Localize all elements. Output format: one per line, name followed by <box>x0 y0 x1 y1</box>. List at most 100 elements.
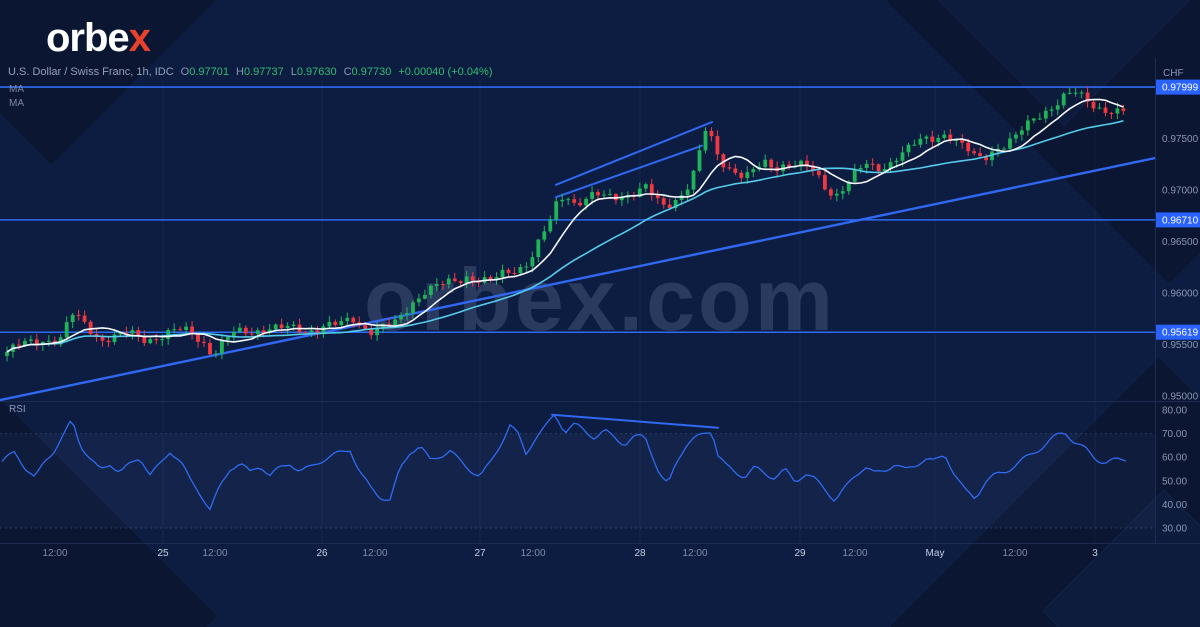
time-tick-label[interactable]: 12:00 <box>202 548 227 559</box>
candle <box>709 127 714 142</box>
candle <box>488 275 493 283</box>
candle <box>1061 92 1066 109</box>
candle <box>142 330 147 347</box>
time-tick-label[interactable]: 27 <box>474 548 486 559</box>
symbol-legend[interactable]: U.S. Dollar / Swiss Franc, 1h, IDC O0.977… <box>8 66 493 78</box>
candle-body <box>500 269 505 278</box>
candle <box>1055 99 1060 116</box>
candle-body <box>882 169 887 172</box>
time-tick-label[interactable]: 12:00 <box>362 548 387 559</box>
candle-body <box>1121 108 1126 111</box>
candle-body <box>691 170 696 190</box>
price-level-badge[interactable] <box>1156 212 1200 228</box>
price-tick-label[interactable]: 0.97500 <box>1162 134 1199 145</box>
candle <box>960 133 965 149</box>
support-trendline[interactable] <box>0 156 1157 402</box>
candle-body <box>990 151 994 161</box>
candle <box>882 163 887 172</box>
candle <box>208 339 212 356</box>
candle-body <box>823 175 827 190</box>
channel-lower-line[interactable] <box>555 144 703 199</box>
price-tick-label[interactable]: 0.97000 <box>1162 186 1199 197</box>
candle-body <box>745 172 750 178</box>
candle-body <box>566 199 571 201</box>
time-tick-label[interactable]: 12:00 <box>520 548 545 559</box>
time-tick-label[interactable]: May <box>926 548 945 559</box>
candle <box>930 130 935 148</box>
rsi-line <box>1 414 1127 511</box>
candle <box>1043 106 1048 123</box>
price-tick-label[interactable]: 0.96500 <box>1162 237 1199 248</box>
channel-upper-line[interactable] <box>555 121 713 186</box>
candle <box>440 280 445 290</box>
time-axis[interactable]: 12:00 25 12:00 26 12:00 27 12:00 28 12:00 29 12:00… <box>42 548 1098 559</box>
candle-body <box>703 130 708 151</box>
ma-legend-2[interactable]: MA <box>9 98 24 109</box>
time-tick-label[interactable]: 12:00 <box>42 548 67 559</box>
price-axis[interactable]: 0.97500 0.97000 0.96500 0.96000 0.95500 0.950… <box>1156 79 1200 403</box>
candle-body <box>715 136 720 155</box>
price-tick-label[interactable]: 0.95000 <box>1162 392 1199 403</box>
candle-body <box>440 284 445 286</box>
candle-body <box>829 189 833 196</box>
candle <box>530 251 535 273</box>
time-tick-label[interactable]: 12:00 <box>682 548 707 559</box>
candle <box>1026 115 1030 136</box>
rsi-tick-label[interactable]: 70.00 <box>1162 429 1187 440</box>
candle-body <box>876 164 881 172</box>
candle-body <box>172 329 177 331</box>
candle <box>948 129 953 144</box>
candle <box>1097 103 1102 110</box>
rsi-tick-label[interactable]: 50.00 <box>1162 476 1187 487</box>
candle-body <box>918 138 923 145</box>
rsi-tick-label[interactable]: 80.00 <box>1162 406 1187 417</box>
time-tick-label[interactable]: 3 <box>1092 548 1098 559</box>
candle <box>1103 102 1108 117</box>
rsi-trendline[interactable] <box>551 413 719 429</box>
candle-body <box>930 136 935 142</box>
rsi-axis[interactable]: 80.00 70.00 60.00 50.00 40.00 30.00 <box>1162 406 1187 535</box>
candle-body <box>237 327 242 332</box>
price-tick-label[interactable]: 0.95500 <box>1162 340 1199 351</box>
price-level-badge[interactable] <box>1156 79 1200 95</box>
candle-body <box>303 332 308 334</box>
time-tick-label[interactable]: 29 <box>794 548 806 559</box>
time-tick-label[interactable]: 12:00 <box>1002 548 1027 559</box>
candle-body <box>327 321 332 327</box>
candle-body <box>721 154 726 168</box>
candle <box>255 327 260 340</box>
candle-body <box>393 319 397 326</box>
candle <box>823 169 827 191</box>
candle <box>787 160 791 170</box>
candle <box>237 323 242 334</box>
candle <box>918 133 923 148</box>
candle-body <box>130 330 135 334</box>
candle-body <box>840 191 845 194</box>
candle-body <box>542 231 547 240</box>
candle <box>572 194 577 206</box>
price-level-badge[interactable] <box>1156 324 1200 340</box>
rsi-tick-label[interactable]: 30.00 <box>1162 524 1187 535</box>
time-tick-label[interactable]: 26 <box>316 548 328 559</box>
candle <box>811 160 815 177</box>
time-tick-label[interactable]: 25 <box>157 548 169 559</box>
candle-body <box>512 272 517 274</box>
rsi-tick-label[interactable]: 60.00 <box>1162 453 1187 464</box>
ohlc-close-key: C <box>343 66 352 78</box>
candle <box>620 192 624 206</box>
candle-body <box>697 150 702 171</box>
candle-body <box>136 330 141 337</box>
candle-body <box>1055 105 1060 110</box>
time-tick-label[interactable]: 28 <box>634 548 646 559</box>
price-tick-label[interactable]: 0.96000 <box>1162 289 1199 300</box>
candle <box>417 293 421 307</box>
candle-body <box>166 330 171 339</box>
candle-body <box>184 326 188 330</box>
candle-body <box>1014 134 1018 139</box>
ma-legend-1[interactable]: MA <box>9 84 24 95</box>
candle <box>393 315 397 326</box>
time-tick-label[interactable]: 12:00 <box>842 548 867 559</box>
rsi-tick-label[interactable]: 40.00 <box>1162 500 1187 511</box>
candle-body <box>1097 107 1102 109</box>
